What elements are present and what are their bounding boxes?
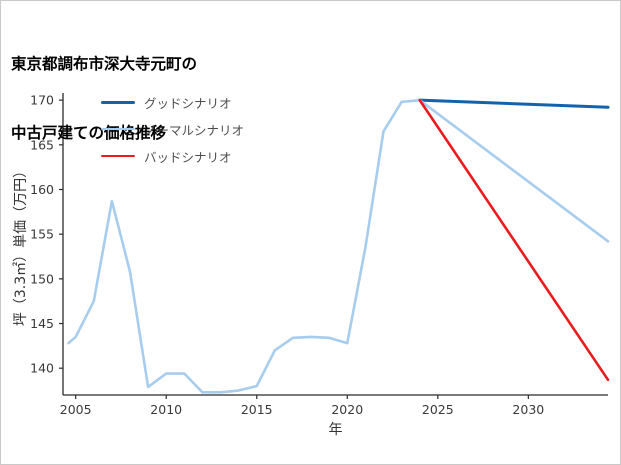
legend-label-2: バッドシナリオ <box>144 149 232 165</box>
y-tick-label: 170 <box>30 93 54 108</box>
y-tick-label: 165 <box>30 137 54 152</box>
x-axis-label: 年 <box>328 422 343 438</box>
legend-line-sample-2 <box>101 154 135 158</box>
x-tick-label: 2025 <box>422 402 454 417</box>
y-tick-label: 160 <box>30 182 54 197</box>
x-tick-label: 2030 <box>512 402 544 417</box>
legend-label-1: ノーマルシナリオ <box>144 122 245 138</box>
legend-item-2: バッドシナリオ <box>101 147 244 165</box>
chart-legend: グッドシナリオ ノーマルシナリオ バッドシナリオ <box>101 93 244 165</box>
series-line-0 <box>418 98 610 109</box>
x-tick-label: 2015 <box>241 402 273 417</box>
x-tick-label: 2020 <box>331 402 363 417</box>
series-line-2 <box>418 98 610 382</box>
legend-line-sample-0 <box>101 100 135 104</box>
x-tick-label: 2005 <box>60 402 92 417</box>
legend-item-0: グッドシナリオ <box>101 93 244 111</box>
legend-line-sample-1 <box>101 127 135 131</box>
y-tick-label: 150 <box>30 271 54 286</box>
chart-title-line1: 東京都調布市深大寺元町の <box>11 55 198 73</box>
y-tick-label: 140 <box>30 361 54 376</box>
y-tick-label: 145 <box>30 316 54 331</box>
y-tick-label: 155 <box>30 227 54 242</box>
series-line-1 <box>67 98 610 394</box>
legend-label-0: グッドシナリオ <box>144 95 232 111</box>
y-axis-label: 坪（3.3㎡）単価（万円） <box>13 163 29 327</box>
x-tick-label: 2010 <box>150 402 182 417</box>
legend-item-1: ノーマルシナリオ <box>101 120 244 138</box>
